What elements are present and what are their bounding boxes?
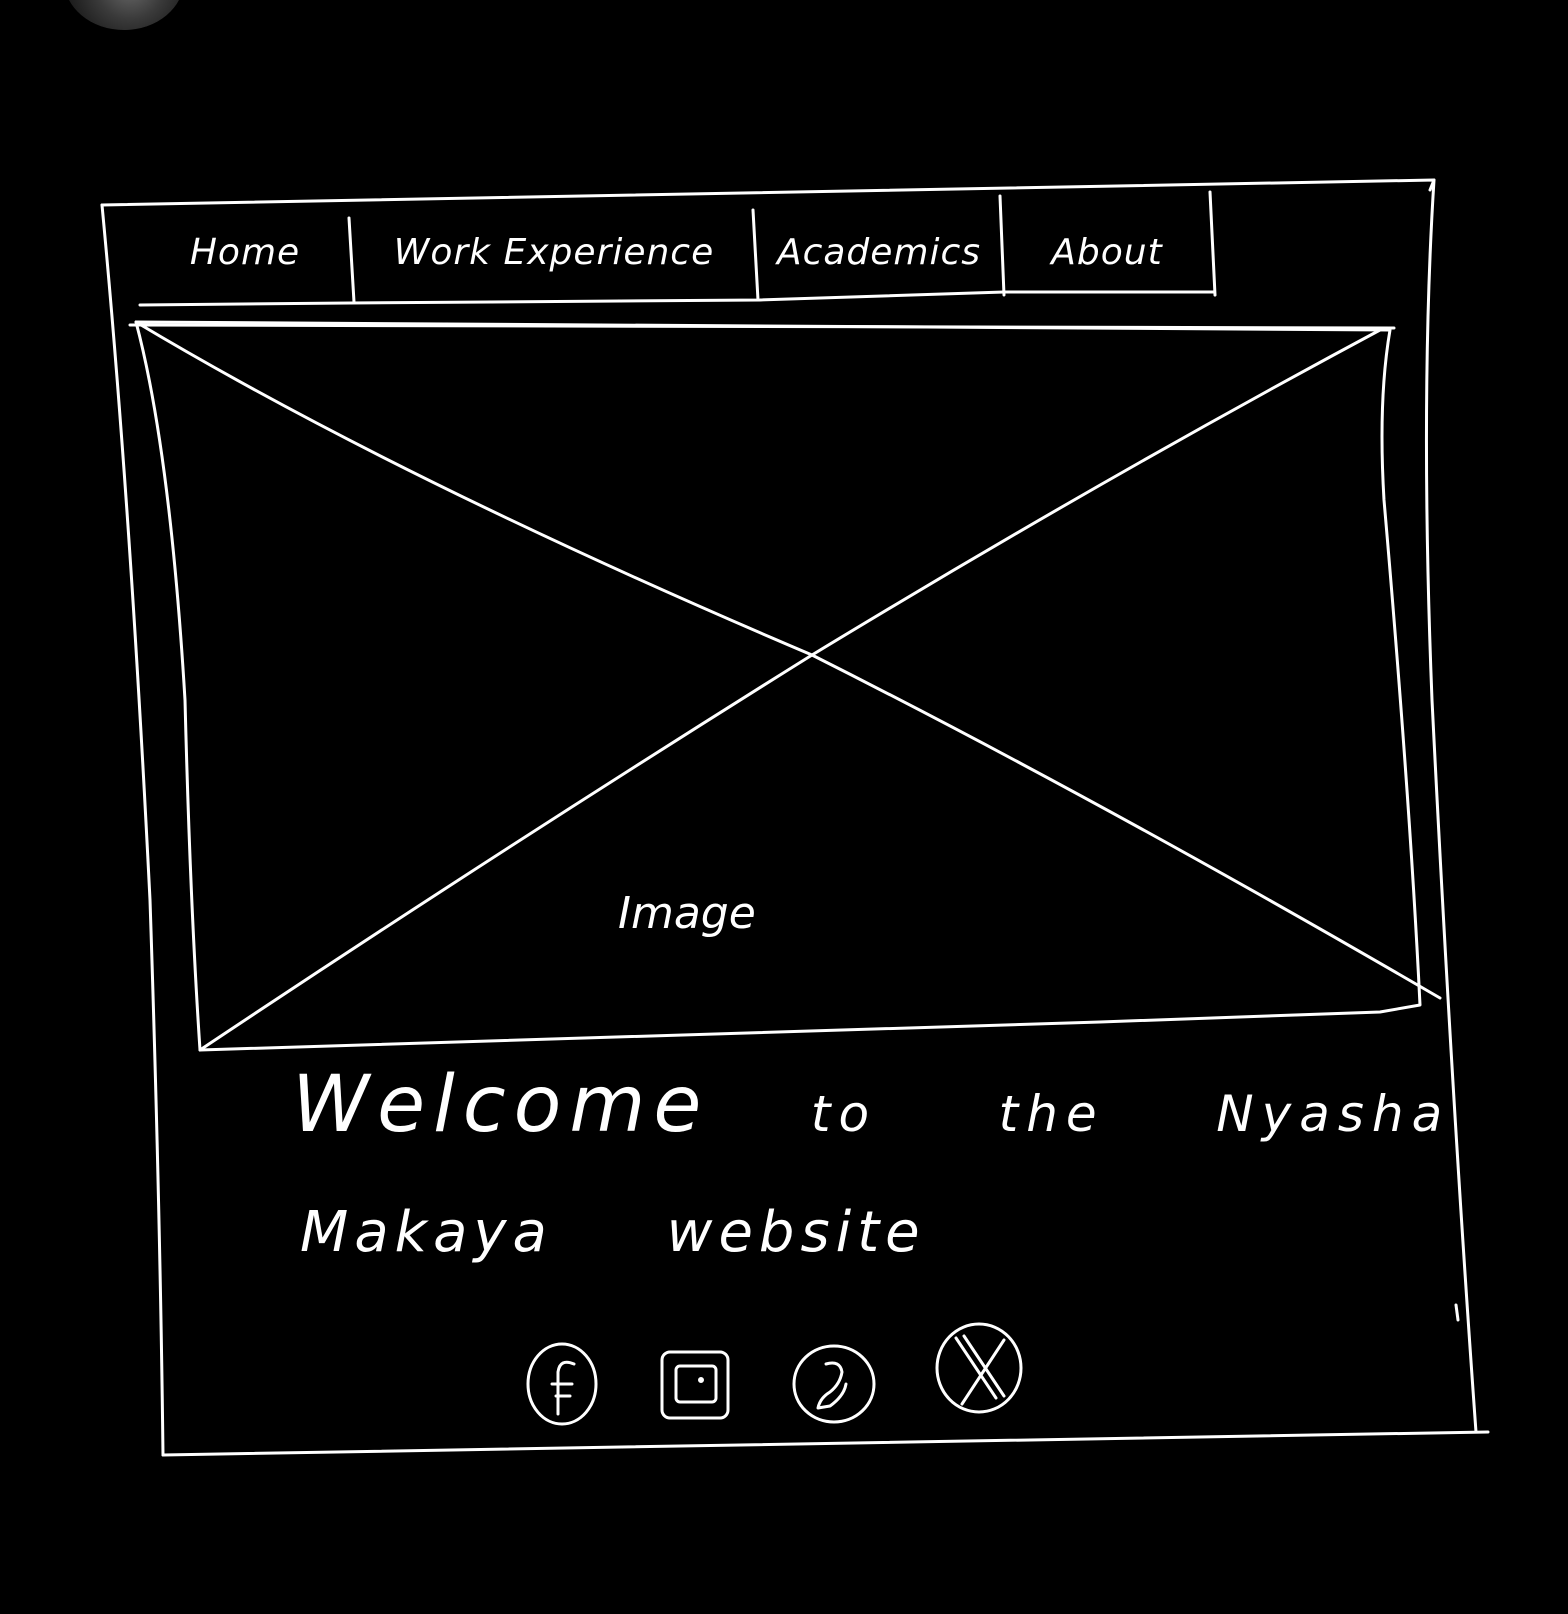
- frame-right-tick: [1454, 1303, 1460, 1322]
- tab-divider-2: [751, 208, 760, 302]
- tab-label: Home: [189, 232, 301, 273]
- tab-divider-1: [347, 216, 356, 304]
- image-box: [134, 320, 1422, 1052]
- welcome-heading-line2: Makaya website: [300, 1200, 926, 1265]
- welcome-word: website: [666, 1200, 926, 1265]
- frame-right: [1424, 178, 1478, 1434]
- frame-bottom: [161, 1430, 1490, 1457]
- tab-home[interactable]: Home: [140, 208, 350, 298]
- image-diagonal-2: [198, 328, 1382, 1052]
- welcome-word: to: [810, 1085, 878, 1143]
- hero-image-placeholder-label: Image: [618, 888, 756, 939]
- x-icon: [935, 1322, 1023, 1414]
- welcome-word: Nyasha: [1216, 1085, 1451, 1143]
- tab-about[interactable]: About: [1004, 208, 1210, 298]
- frame-top: [100, 178, 1436, 207]
- facebook-icon: [526, 1342, 598, 1426]
- tab-label: Academics: [776, 232, 982, 273]
- tab-divider-3: [998, 194, 1006, 297]
- whatsapp-link[interactable]: [790, 1342, 876, 1426]
- instagram-icon: [660, 1350, 730, 1420]
- tab-label: Work Experience: [393, 232, 715, 273]
- instagram-link[interactable]: [656, 1342, 732, 1426]
- whatsapp-icon: [792, 1344, 876, 1424]
- x-link[interactable]: [934, 1318, 1024, 1418]
- facebook-link[interactable]: [524, 1342, 600, 1426]
- tab-work-experience[interactable]: Work Experience: [354, 208, 754, 298]
- tab-academics[interactable]: Academics: [758, 208, 1000, 298]
- tab-label: About: [1051, 232, 1163, 273]
- image-diagonal-1: [134, 320, 1442, 1000]
- welcome-heading-line1: Welcome to the Nyasha: [292, 1060, 1450, 1150]
- welcome-word: Welcome: [292, 1060, 710, 1150]
- tab-divider-4: [1208, 190, 1217, 297]
- tab-underline: [138, 290, 1216, 307]
- welcome-word: Makaya: [300, 1200, 553, 1265]
- frame-left: [100, 203, 165, 1457]
- welcome-word: the: [998, 1085, 1105, 1143]
